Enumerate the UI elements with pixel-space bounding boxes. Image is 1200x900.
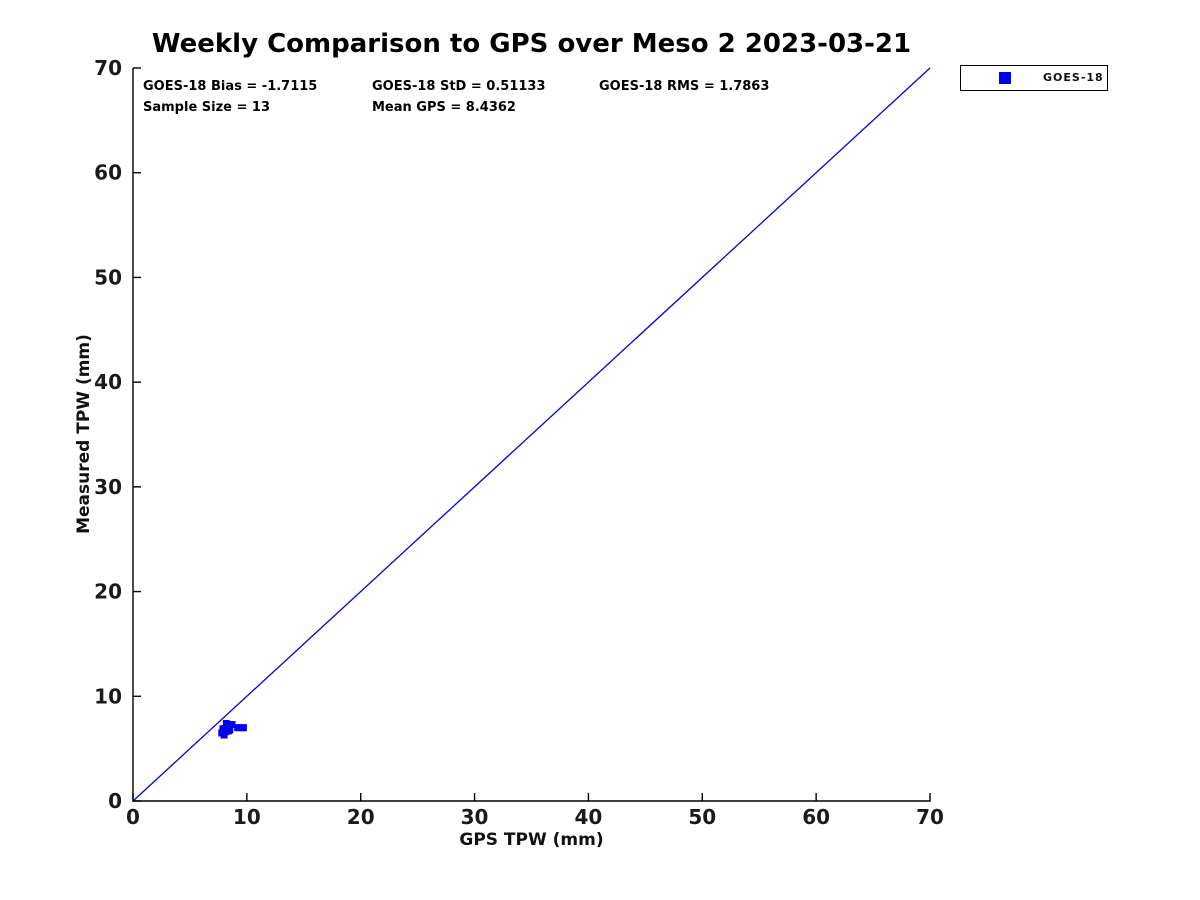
stat-mean-gps: Mean GPS = 8.4362 [372,100,516,115]
y-tick-label: 0 [108,789,122,813]
y-tick-label: 40 [94,370,122,394]
data-point [239,724,247,732]
stat-std: GOES-18 StD = 0.51133 [372,79,546,94]
x-tick-label: 20 [347,805,375,829]
y-tick-label: 10 [94,684,122,708]
x-tick-label: 0 [126,805,140,829]
y-tick-label: 20 [94,580,122,604]
y-tick-label: 60 [94,161,122,185]
x-tick-label: 70 [916,805,944,829]
chart-title: Weekly Comparison to GPS over Meso 2 202… [151,29,912,59]
stat-sample-size: Sample Size = 13 [143,100,271,115]
stat-bias: GOES-18 Bias = -1.7115 [143,79,318,94]
x-tick-label: 10 [233,805,261,829]
y-tick-label: 70 [94,56,122,80]
x-tick-label: 50 [688,805,716,829]
legend-series-label: GOES-18 [1043,71,1104,84]
y-tick-label: 50 [94,265,122,289]
legend-square-marker-icon [999,72,1011,84]
x-axis-title: GPS TPW (mm) [459,830,604,850]
data-point [222,720,230,728]
identity-line [132,67,931,802]
x-tick-label: 40 [575,805,603,829]
data-point [228,721,236,729]
x-tick-label: 60 [802,805,830,829]
data-point [226,726,234,734]
x-tick-label: 30 [461,805,489,829]
y-tick-label: 30 [94,475,122,499]
legend: GOES-18 [960,65,1108,91]
stat-rms: GOES-18 RMS = 1.7863 [599,79,770,94]
